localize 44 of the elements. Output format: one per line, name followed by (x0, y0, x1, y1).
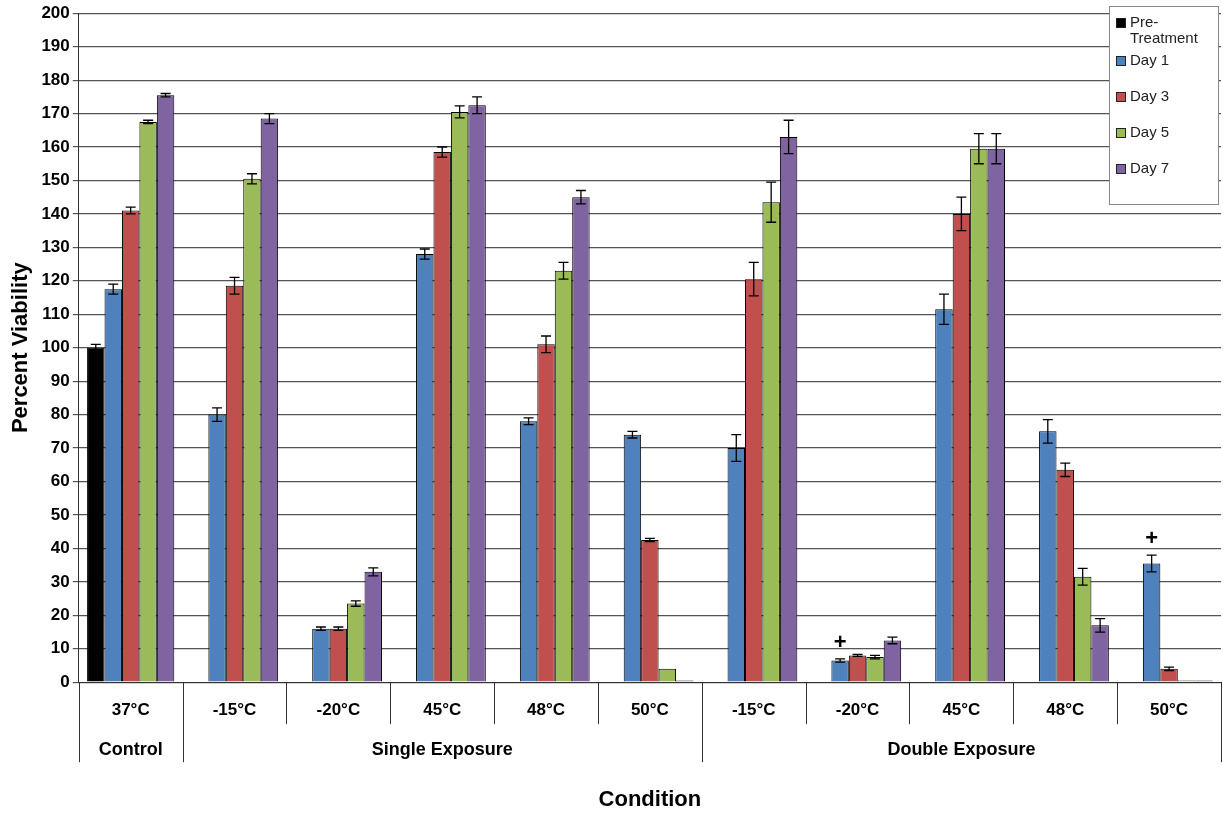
y-axis-title: Percent Viability (7, 261, 33, 434)
legend-label: Day 5 (1130, 123, 1170, 140)
y-tick-label: 100 (41, 337, 70, 357)
x-tick-label: 45°C (423, 700, 462, 720)
legend-label: Day 1 (1130, 51, 1170, 68)
y-tick-label: 60 (50, 471, 70, 491)
y-tick-label: 90 (50, 370, 70, 390)
y-tick-label: 200 (41, 2, 70, 22)
y-tick-label: 190 (41, 36, 70, 56)
y-tick-label: 80 (50, 404, 70, 424)
x-axis-title: Condition (598, 785, 702, 811)
legend-label: Pre-Treatment (1130, 13, 1199, 46)
y-tick-label: 30 (50, 571, 70, 591)
y-tick-label: 50 (50, 504, 70, 524)
legend-label: Day 3 (1130, 87, 1170, 104)
x-tick-label: 48°C (1046, 700, 1085, 720)
x-tick-label: 50°C (1150, 700, 1189, 720)
y-tick-label: 140 (41, 203, 70, 223)
y-tick-label: 40 (50, 538, 70, 558)
annotation: + (1145, 525, 1159, 551)
x-tick-label: -20°C (835, 700, 880, 720)
text: Double Exposure (887, 739, 1036, 760)
y-tick-label: 150 (41, 170, 70, 190)
x-tick-label: 37°C (111, 700, 150, 720)
y-tick-label: 180 (41, 69, 70, 89)
y-tick-label: 110 (42, 303, 70, 323)
y-tick-label: 160 (41, 136, 70, 156)
text: Single Exposure (371, 739, 513, 760)
y-tick-label: 20 (50, 604, 70, 624)
x-tick-label: -15°C (212, 700, 257, 720)
y-tick-label: 0 (60, 671, 70, 691)
y-tick-label: 170 (41, 103, 70, 123)
x-tick-label: 50°C (630, 700, 669, 720)
legend-label: Day 7 (1130, 159, 1170, 176)
annotation: + (833, 628, 847, 654)
y-tick-label: 70 (50, 437, 70, 457)
x-tick-label: 48°C (527, 700, 566, 720)
x-tick-label: 45°C (942, 700, 981, 720)
x-tick-label: -15°C (731, 700, 776, 720)
y-tick-label: 10 (50, 638, 70, 658)
x-tick-label: -20°C (316, 700, 361, 720)
y-tick-label: 120 (41, 270, 70, 290)
y-tick-label: 130 (41, 237, 70, 257)
text: Control (98, 739, 163, 760)
